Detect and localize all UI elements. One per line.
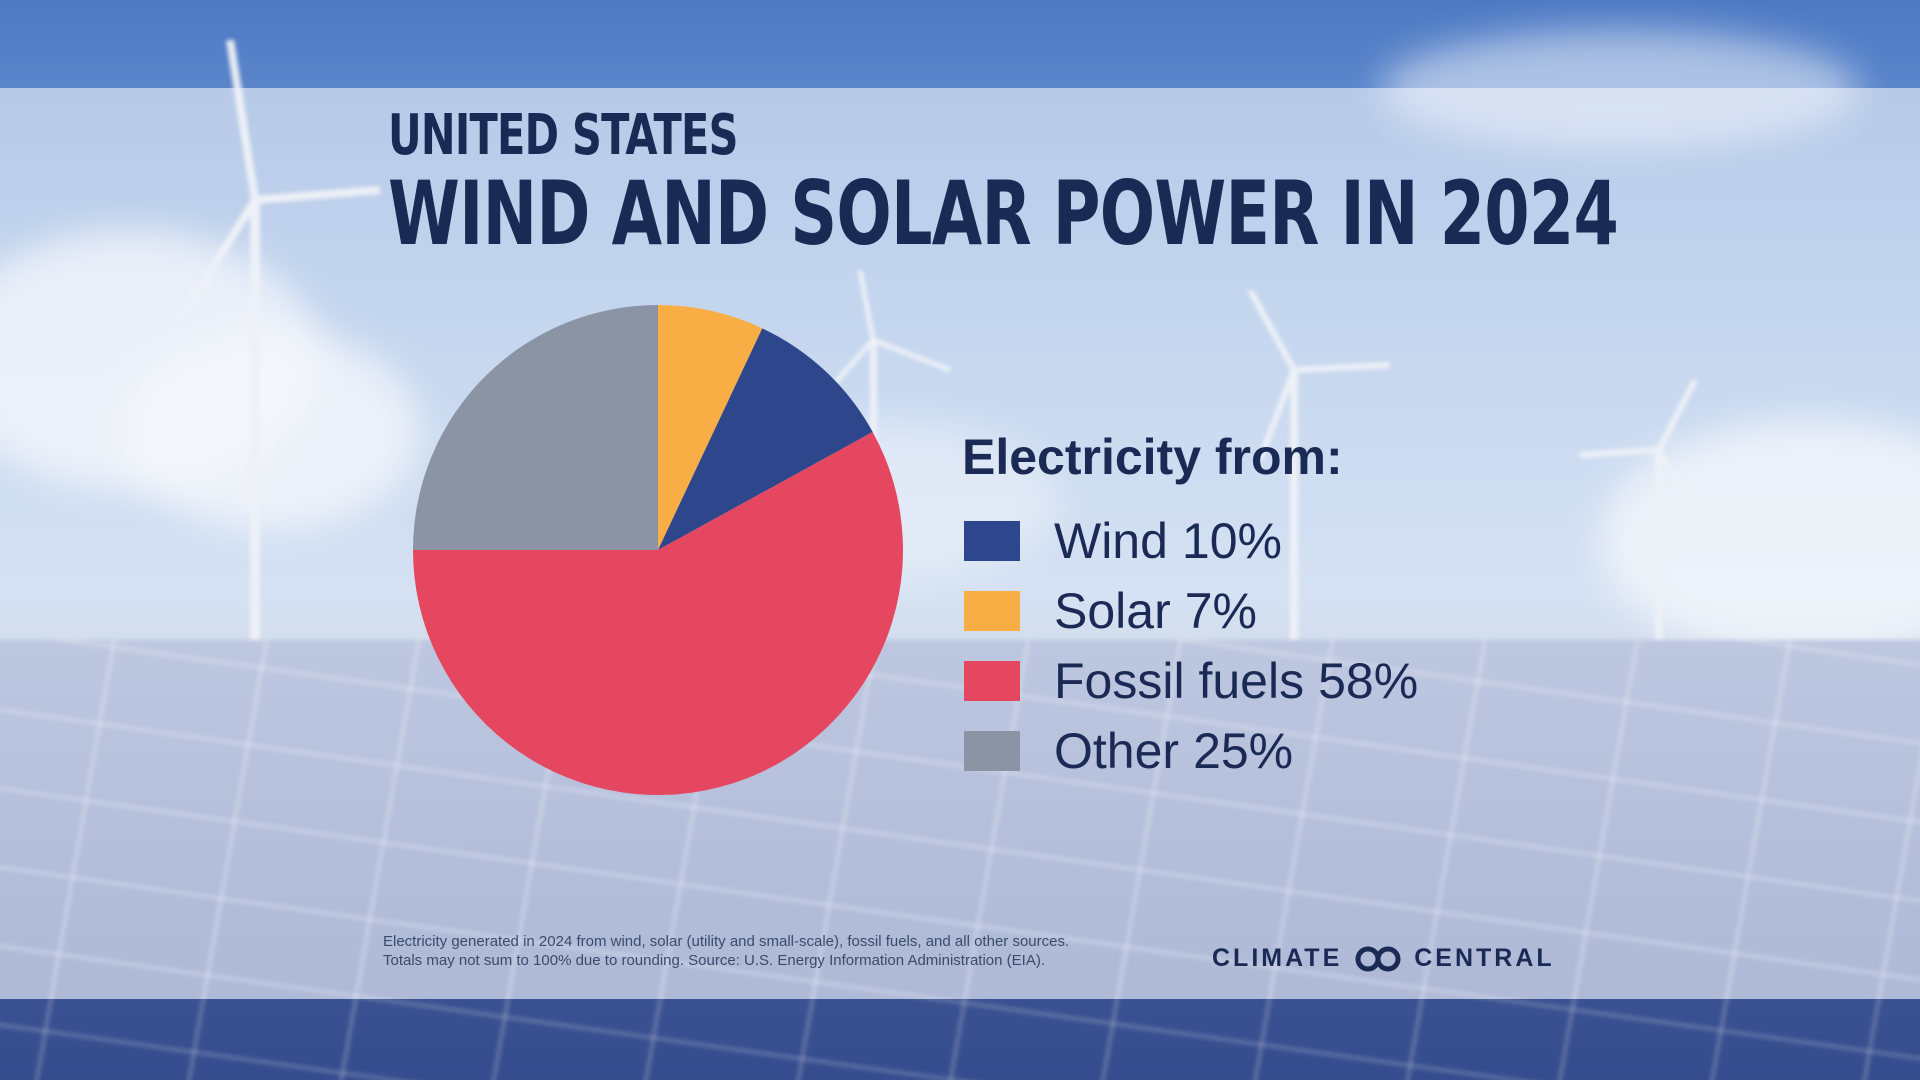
legend-item-fossil-fuels: Fossil fuels 58% <box>964 646 1418 716</box>
chart-subtitle: UNITED STATES <box>388 103 738 168</box>
legend-label-other: Other <box>1054 723 1180 779</box>
footnote-line-1: Electricity generated in 2024 from wind,… <box>383 933 1070 950</box>
legend-value-fossil-fuels: 58% <box>1318 653 1419 709</box>
legend-title: Electricity from: <box>962 429 1343 485</box>
legend-swatch-other <box>964 731 1020 771</box>
legend-item-other: Other 25% <box>964 716 1418 786</box>
legend-value-other: 25% <box>1193 723 1294 779</box>
chart-title: WIND AND SOLAR POWER IN 2024 <box>388 162 1619 265</box>
legend-swatch-wind <box>964 521 1020 561</box>
legend-label-fossil-fuels: Fossil fuels <box>1054 653 1305 709</box>
legend: Wind 10% Solar 7% Fossil fuels 58% Other… <box>964 506 1418 786</box>
legend-item-wind: Wind 10% <box>964 506 1418 576</box>
pie-slice-solar <box>658 305 763 550</box>
legend-item-solar: Solar 7% <box>964 576 1418 646</box>
logo-text-right: CENTRAL <box>1414 944 1555 972</box>
climate-central-logo-icon <box>1355 946 1401 971</box>
footnote-line-2: Totals may not sum to 100% due to roundi… <box>383 952 1045 969</box>
legend-label-wind: Wind <box>1054 513 1168 569</box>
bottom-band <box>0 999 1920 1080</box>
footnote: Electricity generated in 2024 from wind,… <box>383 932 1069 970</box>
legend-swatch-fossil-fuels <box>964 661 1020 701</box>
pie-slice-other <box>413 305 658 550</box>
pie-chart <box>413 305 903 796</box>
legend-value-solar: 7% <box>1184 583 1257 639</box>
pie-slice-wind <box>658 328 873 550</box>
legend-label-solar: Solar <box>1054 583 1171 639</box>
legend-swatch-solar <box>964 591 1020 631</box>
climate-central-logo: CLIMATE CENTRAL <box>1212 944 1555 973</box>
legend-value-wind: 10% <box>1181 513 1282 569</box>
logo-text-left: CLIMATE <box>1212 944 1343 972</box>
content-overlay <box>0 88 1920 999</box>
pie-slice-fossil-fuels <box>413 431 903 796</box>
